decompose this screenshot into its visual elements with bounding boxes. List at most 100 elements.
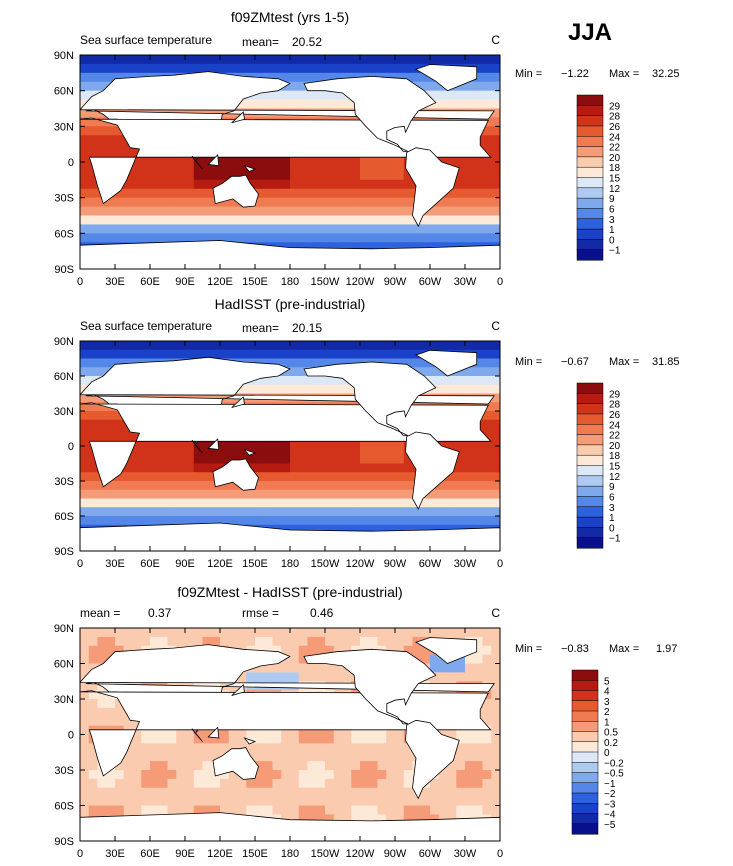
data-cell: [106, 787, 116, 798]
data-cell: [333, 787, 344, 798]
data-cell: [307, 770, 317, 780]
data-cell: [263, 188, 274, 199]
units-label: C: [491, 319, 500, 333]
data-cell: [316, 672, 326, 682]
data-cell: [333, 170, 344, 181]
data-cell: [316, 55, 326, 65]
variable-label: Sea surface temperature: [80, 33, 212, 47]
data-cell: [403, 752, 414, 762]
data-cell: [430, 90, 440, 101]
data-cell: [342, 761, 352, 771]
data-cell: [456, 454, 466, 465]
data-cell: [263, 770, 274, 780]
data-cell: [220, 206, 230, 217]
data-cell: [176, 636, 186, 647]
data-cell: [491, 690, 500, 700]
data-cell: [395, 725, 405, 736]
data-cell: [290, 376, 300, 386]
data-cell: [290, 734, 300, 744]
data-cell: [228, 349, 239, 360]
data-cell: [211, 796, 221, 807]
data-cell: [351, 349, 361, 360]
data-cell: [465, 188, 475, 199]
data-cell: [447, 437, 457, 447]
data-cell: [115, 233, 125, 243]
data-cell: [106, 55, 116, 65]
data-cell: [211, 162, 221, 172]
data-cell: [333, 188, 344, 199]
data-cell: [281, 341, 291, 351]
data-cell: [333, 63, 344, 74]
data-cell: [185, 770, 195, 780]
data-cell: [185, 743, 195, 753]
data-cell: [456, 153, 466, 163]
data-cell: [482, 454, 492, 465]
data-cell: [132, 752, 142, 762]
data-cell: [115, 63, 125, 74]
data-cell: [456, 99, 466, 110]
data-cell: [185, 55, 195, 65]
data-cell: [211, 498, 221, 508]
data-cell: [141, 636, 151, 647]
data-cell: [298, 524, 309, 535]
data-cell: [298, 454, 309, 465]
data-cell: [263, 761, 274, 771]
data-cell: [123, 489, 134, 500]
data-cell: [158, 516, 169, 526]
data-cell: [395, 446, 405, 456]
data-cell: [255, 778, 265, 789]
data-cell: [246, 516, 256, 526]
data-cell: [185, 725, 195, 736]
data-cell: [132, 725, 142, 736]
data-cell: [202, 197, 212, 208]
panel-title: f09ZMtest (yrs 1-5): [231, 9, 349, 25]
data-cell: [307, 99, 317, 110]
data-cell: [377, 796, 387, 807]
data-cell: [115, 507, 125, 517]
data-cell: [281, 743, 291, 753]
data-cell: [255, 446, 265, 456]
data-cell: [333, 645, 344, 656]
data-cell: [395, 349, 405, 360]
data-cell: [395, 814, 405, 824]
data-cell: [325, 63, 335, 74]
data-cell: [456, 778, 466, 789]
data-cell: [202, 752, 212, 762]
data-cell: [290, 384, 300, 395]
colorbar-label: 28: [609, 112, 621, 123]
data-cell: [465, 654, 475, 665]
data-cell: [325, 437, 335, 447]
colorbar-swatch: [571, 700, 599, 712]
data-cell: [377, 446, 387, 456]
data-cell: [386, 814, 396, 824]
data-cell: [482, 224, 492, 234]
data-cell: [403, 341, 414, 351]
data-cell: [158, 349, 169, 360]
data-cell: [88, 489, 99, 500]
data-cell: [290, 725, 300, 736]
data-cell: [403, 179, 414, 190]
data-cell: [482, 761, 492, 771]
data-cell: [465, 179, 475, 190]
data-cell: [80, 224, 90, 234]
data-cell: [307, 672, 317, 682]
data-cell: [447, 472, 457, 482]
data-cell: [482, 725, 492, 736]
data-cell: [298, 224, 309, 234]
colorbar-label: 3: [609, 215, 615, 226]
data-cell: [351, 215, 361, 226]
data-cell: [473, 233, 484, 243]
data-cell: [281, 654, 291, 665]
data-cell: [342, 481, 352, 491]
data-cell: [316, 778, 326, 789]
data-cell: [386, 628, 396, 638]
data-cell: [447, 197, 457, 208]
data-cell: [115, 707, 125, 718]
data-cell: [360, 197, 370, 208]
data-cell: [386, 197, 396, 208]
data-cell: [281, 224, 291, 234]
data-cell: [395, 153, 405, 163]
data-cell: [421, 498, 431, 508]
data-cell: [115, 349, 125, 360]
data-cell: [333, 752, 344, 762]
